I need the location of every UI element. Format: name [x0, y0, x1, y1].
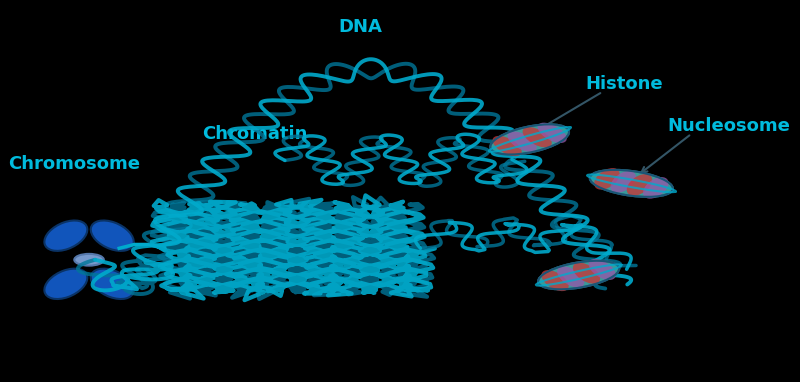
Ellipse shape: [44, 220, 87, 251]
Ellipse shape: [643, 177, 669, 199]
Ellipse shape: [493, 136, 522, 156]
Text: Chromosome: Chromosome: [8, 155, 140, 173]
Ellipse shape: [557, 266, 584, 287]
Ellipse shape: [490, 125, 569, 154]
Ellipse shape: [44, 269, 87, 299]
Ellipse shape: [594, 168, 620, 189]
Ellipse shape: [74, 254, 104, 265]
Ellipse shape: [589, 259, 616, 280]
Text: Chromatin: Chromatin: [202, 125, 307, 143]
Text: Nucleosome: Nucleosome: [668, 117, 790, 135]
Ellipse shape: [590, 170, 673, 197]
Ellipse shape: [538, 123, 566, 143]
Ellipse shape: [522, 127, 552, 147]
Text: DNA: DNA: [338, 18, 382, 36]
Ellipse shape: [610, 171, 636, 193]
Text: Histone: Histone: [585, 75, 662, 93]
Ellipse shape: [626, 174, 652, 196]
Ellipse shape: [90, 269, 134, 299]
Ellipse shape: [90, 220, 134, 251]
Ellipse shape: [507, 131, 537, 152]
Ellipse shape: [573, 263, 600, 284]
Ellipse shape: [538, 261, 619, 289]
Ellipse shape: [542, 270, 569, 291]
